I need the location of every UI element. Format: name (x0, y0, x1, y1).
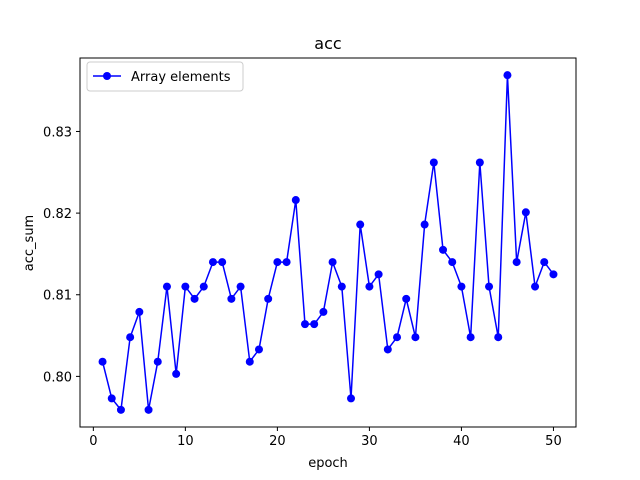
y-tick-label: 0.80 (43, 370, 72, 385)
data-point (145, 406, 153, 414)
x-tick-label: 40 (453, 434, 470, 449)
data-point (218, 258, 226, 266)
data-point (485, 283, 493, 291)
data-point (319, 308, 327, 316)
data-point (503, 71, 511, 79)
data-point (329, 258, 337, 266)
data-point (227, 295, 235, 303)
data-point (255, 345, 263, 353)
x-tick-label: 20 (269, 434, 286, 449)
y-axis-label: acc_sum (22, 215, 37, 271)
data-point (494, 333, 502, 341)
data-point (467, 333, 475, 341)
data-point (338, 283, 346, 291)
series-line (103, 75, 554, 410)
data-point (402, 295, 410, 303)
data-point (457, 283, 465, 291)
data-point (172, 370, 180, 378)
data-point (365, 283, 373, 291)
data-point (209, 258, 217, 266)
data-point (356, 221, 364, 229)
x-tick-label: 30 (361, 434, 378, 449)
data-point (476, 158, 484, 166)
y-tick-label: 0.83 (43, 125, 72, 140)
data-point (264, 295, 272, 303)
legend: Array elements (87, 62, 243, 91)
data-point (191, 295, 199, 303)
data-point (237, 283, 245, 291)
y-tick-label: 0.81 (43, 289, 72, 304)
data-point (347, 394, 355, 402)
chart-title: acc (314, 34, 341, 53)
series-layer (99, 71, 558, 414)
data-point (448, 258, 456, 266)
data-point (375, 270, 383, 278)
data-point (292, 196, 300, 204)
data-point (540, 258, 548, 266)
data-point (522, 208, 530, 216)
data-point (99, 358, 107, 366)
data-point (246, 358, 254, 366)
data-point (411, 333, 419, 341)
data-point (549, 270, 557, 278)
data-point (531, 283, 539, 291)
data-point (301, 320, 309, 328)
data-point (135, 308, 143, 316)
y-tick-label: 0.82 (43, 207, 72, 222)
data-point (421, 221, 429, 229)
x-axis-label: epoch (308, 456, 348, 471)
data-point (439, 246, 447, 254)
x-tick-label: 0 (89, 434, 97, 449)
data-point (200, 283, 208, 291)
data-point (108, 394, 116, 402)
data-point (181, 283, 189, 291)
data-point (393, 333, 401, 341)
data-point (163, 283, 171, 291)
data-point (154, 358, 162, 366)
data-point (126, 333, 134, 341)
x-tick-label: 10 (177, 434, 194, 449)
data-point (430, 158, 438, 166)
x-tick-label: 50 (545, 434, 562, 449)
data-point (117, 406, 125, 414)
data-point (283, 258, 291, 266)
data-point (513, 258, 521, 266)
legend-marker-swatch (103, 72, 111, 80)
legend-label: Array elements (131, 70, 231, 85)
data-point (273, 258, 281, 266)
data-point (310, 320, 318, 328)
data-point (384, 345, 392, 353)
